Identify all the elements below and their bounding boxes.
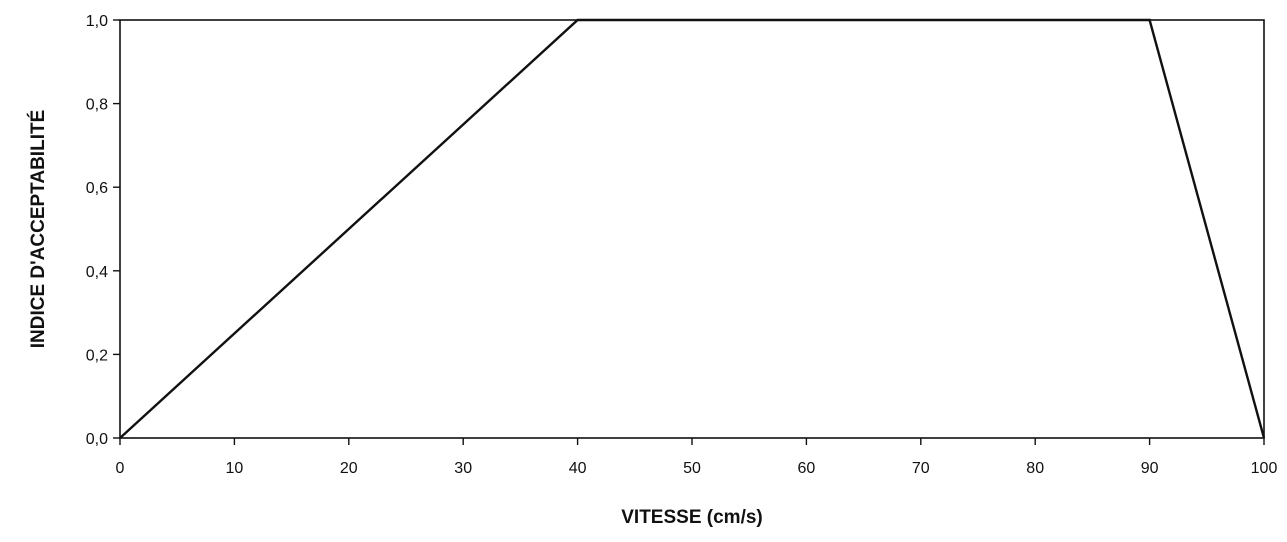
x-tick-label: 60 — [798, 460, 816, 477]
series-layer — [119, 18, 1266, 439]
x-tick-label: 80 — [1026, 460, 1044, 477]
x-tick-label: 20 — [340, 460, 358, 477]
x-tick-label: 100 — [1251, 460, 1278, 477]
x-tick-label: 50 — [683, 460, 701, 477]
x-tick-label: 90 — [1141, 460, 1159, 477]
series-line — [119, 18, 1266, 439]
x-tick-label: 30 — [454, 460, 472, 477]
x-tick-label: 40 — [569, 460, 587, 477]
y-tick-label: 0,0 — [86, 431, 108, 448]
y-tick-label: 0,8 — [86, 97, 108, 114]
x-tick-label: 10 — [226, 460, 244, 477]
x-axis-ticks: 0 10 20 30 40 50 60 70 80 90 100 — [116, 438, 1278, 477]
x-tick-label: 0 — [116, 460, 125, 477]
y-tick-label: 0,2 — [86, 347, 108, 364]
y-tick-label: 0,4 — [86, 264, 108, 281]
x-axis-title: VITESSE (cm/s) — [621, 507, 763, 528]
y-axis-ticks: 0,0 0,2 0,4 0,6 0,8 1,0 — [86, 13, 120, 448]
x-tick-label: 70 — [912, 460, 930, 477]
y-axis-title: INDICE D'ACCEPTABILITÉ — [27, 110, 49, 349]
y-tick-label: 0,6 — [86, 180, 108, 197]
plot-area — [119, 19, 1265, 439]
y-tick-label: 1,0 — [86, 13, 108, 30]
